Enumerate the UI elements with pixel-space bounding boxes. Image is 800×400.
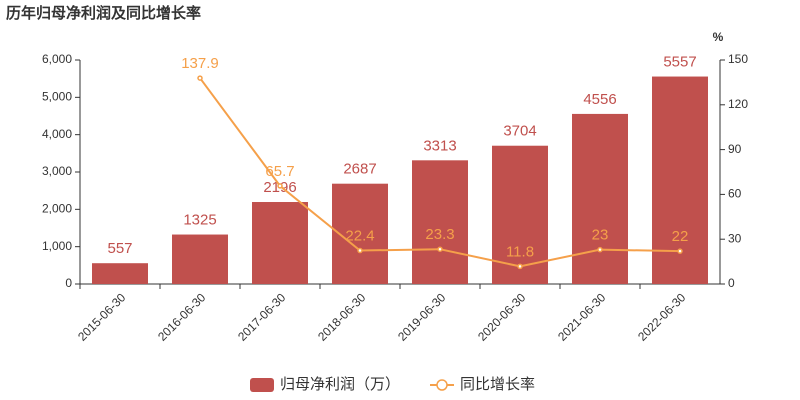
x-tick-label: 2019-06-30 <box>395 290 449 344</box>
y-tick-label: 2,000 <box>42 202 72 216</box>
legend-label: 同比增长率 <box>460 376 535 393</box>
line-value-label: 137.9 <box>181 55 219 72</box>
y-tick-label: 3,000 <box>42 164 72 178</box>
y-tick-label: 4,000 <box>42 127 72 141</box>
y2-tick-label: 30 <box>728 231 742 245</box>
x-tick-label: 2018-06-30 <box>315 290 369 344</box>
x-tick-label: 2017-06-30 <box>235 290 289 344</box>
line-value-label: 22.4 <box>345 228 374 245</box>
y-tick-label: 5,000 <box>42 90 72 104</box>
bar <box>492 145 548 284</box>
legend-swatch <box>250 378 274 392</box>
line-value-label: 22 <box>672 228 689 245</box>
legend-swatch-point <box>436 379 448 391</box>
y2-tick-label: 90 <box>728 142 742 156</box>
bar-value-label: 1325 <box>183 212 216 229</box>
bar <box>252 202 308 284</box>
line-point <box>277 183 283 189</box>
line-value-label: 11.8 <box>506 243 534 260</box>
x-tick-label: 2021-06-30 <box>555 290 609 344</box>
line-point <box>197 75 203 81</box>
bar-value-label: 557 <box>107 240 132 257</box>
bar-value-label: 4556 <box>583 91 616 108</box>
line-point <box>437 246 443 252</box>
line-point <box>517 263 523 270</box>
line-value-label: 23.3 <box>425 226 454 243</box>
bar <box>172 234 228 284</box>
x-tick-label: 2022-06-30 <box>635 290 689 344</box>
x-tick-label: 2020-06-30 <box>475 290 529 344</box>
line-point <box>597 246 603 253</box>
chart-title: 历年归母净利润及同比增长率 <box>6 4 201 22</box>
line-point <box>357 247 363 254</box>
y-tick-label: 1,000 <box>42 239 72 253</box>
y2-axis-label: % <box>713 30 724 44</box>
bar-value-label: 5557 <box>663 54 696 71</box>
y2-tick-label: 150 <box>728 52 748 66</box>
bar-value-label: 3704 <box>503 123 536 140</box>
bar <box>412 160 468 284</box>
bar <box>332 183 388 284</box>
bar <box>92 263 148 284</box>
y2-tick-label: 60 <box>728 187 742 201</box>
line-value-label: 23 <box>592 227 609 244</box>
bar <box>572 113 628 284</box>
line-point <box>677 248 683 254</box>
y2-tick-label: 120 <box>728 97 748 111</box>
x-tick-label: 2015-06-30 <box>75 290 129 344</box>
y2-tick-label: 0 <box>728 276 735 290</box>
x-tick-label: 2016-06-30 <box>155 290 209 344</box>
legend-label: 归母净利润（万） <box>280 376 400 393</box>
y-tick-label: 6,000 <box>42 52 72 66</box>
bar-value-label: 3313 <box>423 137 456 154</box>
bar-value-label: 2687 <box>343 161 376 178</box>
line-value-label: 65.7 <box>265 163 294 180</box>
y-tick-label: 0 <box>65 276 72 290</box>
